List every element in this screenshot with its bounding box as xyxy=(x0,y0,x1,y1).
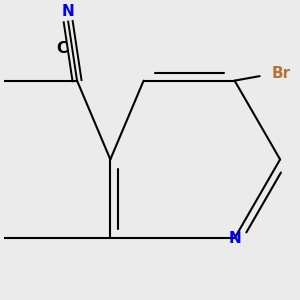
Text: N: N xyxy=(62,4,75,19)
Text: C: C xyxy=(56,41,67,56)
Text: Br: Br xyxy=(272,66,291,81)
Text: N: N xyxy=(228,231,241,246)
